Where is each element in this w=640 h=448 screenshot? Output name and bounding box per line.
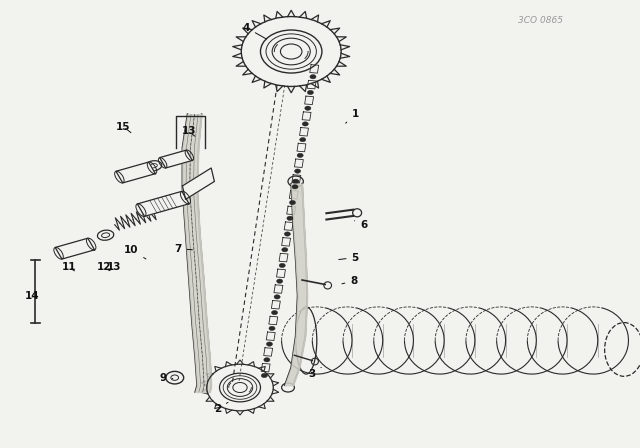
- Text: 5: 5: [339, 253, 359, 263]
- Circle shape: [300, 138, 306, 142]
- Text: 8: 8: [342, 276, 358, 286]
- Text: 3: 3: [308, 367, 321, 379]
- Text: 6: 6: [355, 220, 367, 230]
- Circle shape: [269, 326, 275, 331]
- Text: 13: 13: [107, 263, 121, 272]
- Circle shape: [266, 342, 273, 346]
- Text: 2: 2: [214, 402, 228, 414]
- Circle shape: [280, 44, 302, 59]
- Circle shape: [307, 90, 314, 95]
- Circle shape: [287, 216, 293, 220]
- Polygon shape: [159, 150, 193, 168]
- Polygon shape: [116, 162, 156, 183]
- Text: 3CO 0865: 3CO 0865: [518, 16, 563, 25]
- Text: 11: 11: [62, 263, 76, 272]
- Circle shape: [289, 200, 296, 205]
- Text: 7: 7: [174, 244, 193, 254]
- Circle shape: [294, 169, 301, 173]
- Text: 13: 13: [182, 126, 196, 136]
- Circle shape: [310, 75, 316, 79]
- Text: 14: 14: [25, 291, 39, 301]
- Circle shape: [271, 310, 278, 315]
- Circle shape: [274, 295, 280, 299]
- Circle shape: [264, 358, 270, 362]
- Text: 1: 1: [346, 109, 359, 123]
- Text: 15: 15: [116, 122, 131, 133]
- Circle shape: [302, 122, 308, 126]
- Text: 9: 9: [159, 373, 173, 383]
- Circle shape: [292, 179, 299, 184]
- Text: 10: 10: [124, 245, 146, 259]
- Circle shape: [279, 263, 285, 267]
- Circle shape: [282, 248, 288, 252]
- Circle shape: [261, 373, 268, 378]
- Circle shape: [284, 232, 291, 236]
- Polygon shape: [55, 238, 95, 259]
- Polygon shape: [182, 168, 214, 199]
- Text: 12: 12: [97, 263, 111, 272]
- Circle shape: [233, 383, 247, 392]
- Circle shape: [297, 153, 303, 158]
- Circle shape: [305, 106, 311, 110]
- Circle shape: [292, 185, 298, 189]
- Text: 4: 4: [243, 23, 266, 39]
- Circle shape: [276, 279, 283, 283]
- Polygon shape: [138, 191, 189, 216]
